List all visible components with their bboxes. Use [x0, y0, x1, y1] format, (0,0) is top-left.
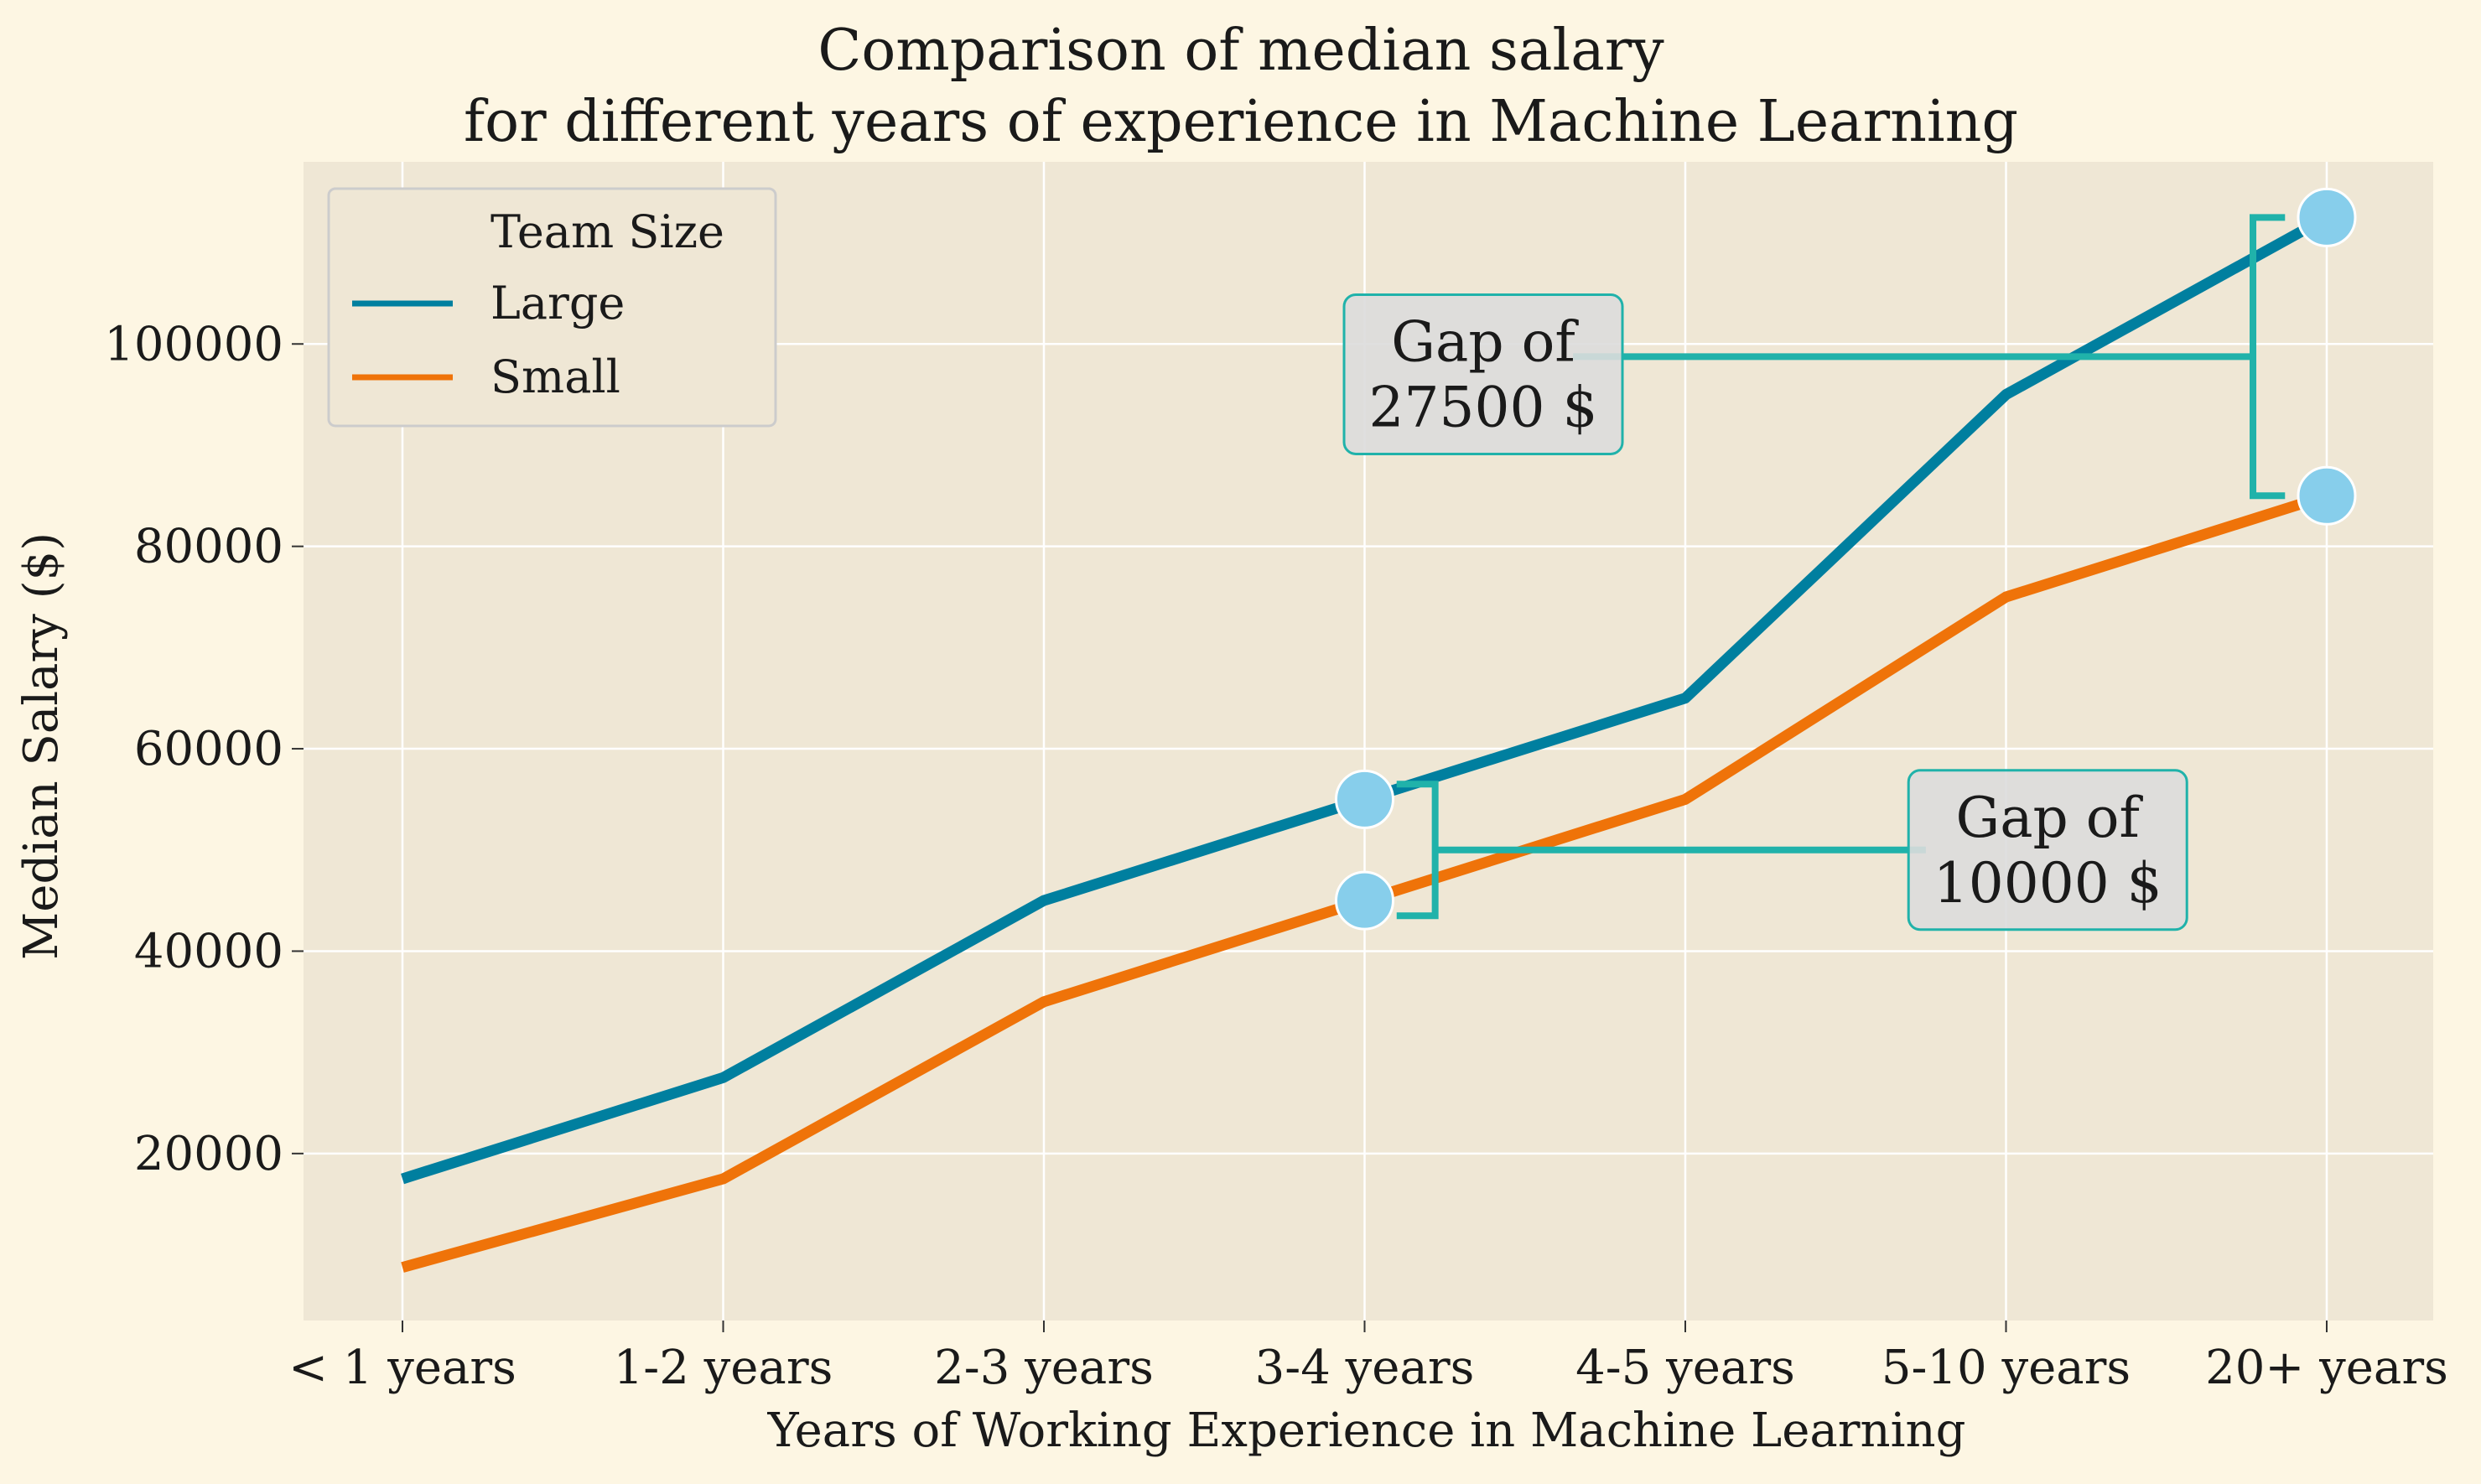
y-tick-label: 80000	[134, 520, 283, 574]
x-tick-label: 3-4 years	[1255, 1341, 1475, 1395]
x-tick-label: 5-10 years	[1882, 1341, 2131, 1395]
x-tick-label: 4-5 years	[1575, 1341, 1795, 1395]
gap-annotation-text: 27500 $	[1369, 375, 1598, 439]
gap-annotation-text: Gap of	[1955, 786, 2143, 850]
highlight-marker	[1335, 769, 1394, 829]
legend-title: Team Size	[490, 205, 724, 258]
x-tick-label: 20+ years	[2205, 1341, 2448, 1395]
y-tick-label: 100000	[104, 317, 283, 371]
highlight-marker	[2297, 465, 2357, 526]
gap-annotation-box	[1342, 293, 1624, 455]
y-tick-label: 40000	[134, 924, 283, 978]
highlight-marker	[2297, 187, 2357, 247]
x-axis-label: Years of Working Experience in Machine L…	[767, 1404, 1966, 1458]
legend-label-large: Large	[490, 277, 625, 329]
chart-title-line-2: for different years of experience in Mac…	[464, 89, 2018, 155]
tick-labels: < 1 years 1-2 years 2-3 years 3-4 years 4-5 …	[104, 317, 2448, 1395]
y-tick-label: 60000	[134, 722, 283, 776]
highlight-markers	[1335, 187, 2357, 931]
gap-annotation-text: 10000 $	[1933, 851, 2162, 916]
x-tick-label: < 1 years	[288, 1341, 516, 1395]
y-tick-label: 20000	[134, 1127, 283, 1181]
legend-frame	[327, 187, 777, 428]
x-tick-label: 1-2 years	[614, 1341, 833, 1395]
x-tick-label: 2-3 years	[934, 1341, 1154, 1395]
gap-annotation-text: Gap of	[1391, 309, 1579, 374]
legend: Team Size Large Small	[327, 187, 777, 428]
y-axis-label: Median Salary ($)	[14, 532, 69, 960]
gap-annotation-box	[1907, 769, 2188, 931]
highlight-marker	[1335, 870, 1394, 931]
chart-title-line-1: Comparison of median salary	[817, 18, 1664, 84]
legend-label-small: Small	[490, 350, 620, 403]
